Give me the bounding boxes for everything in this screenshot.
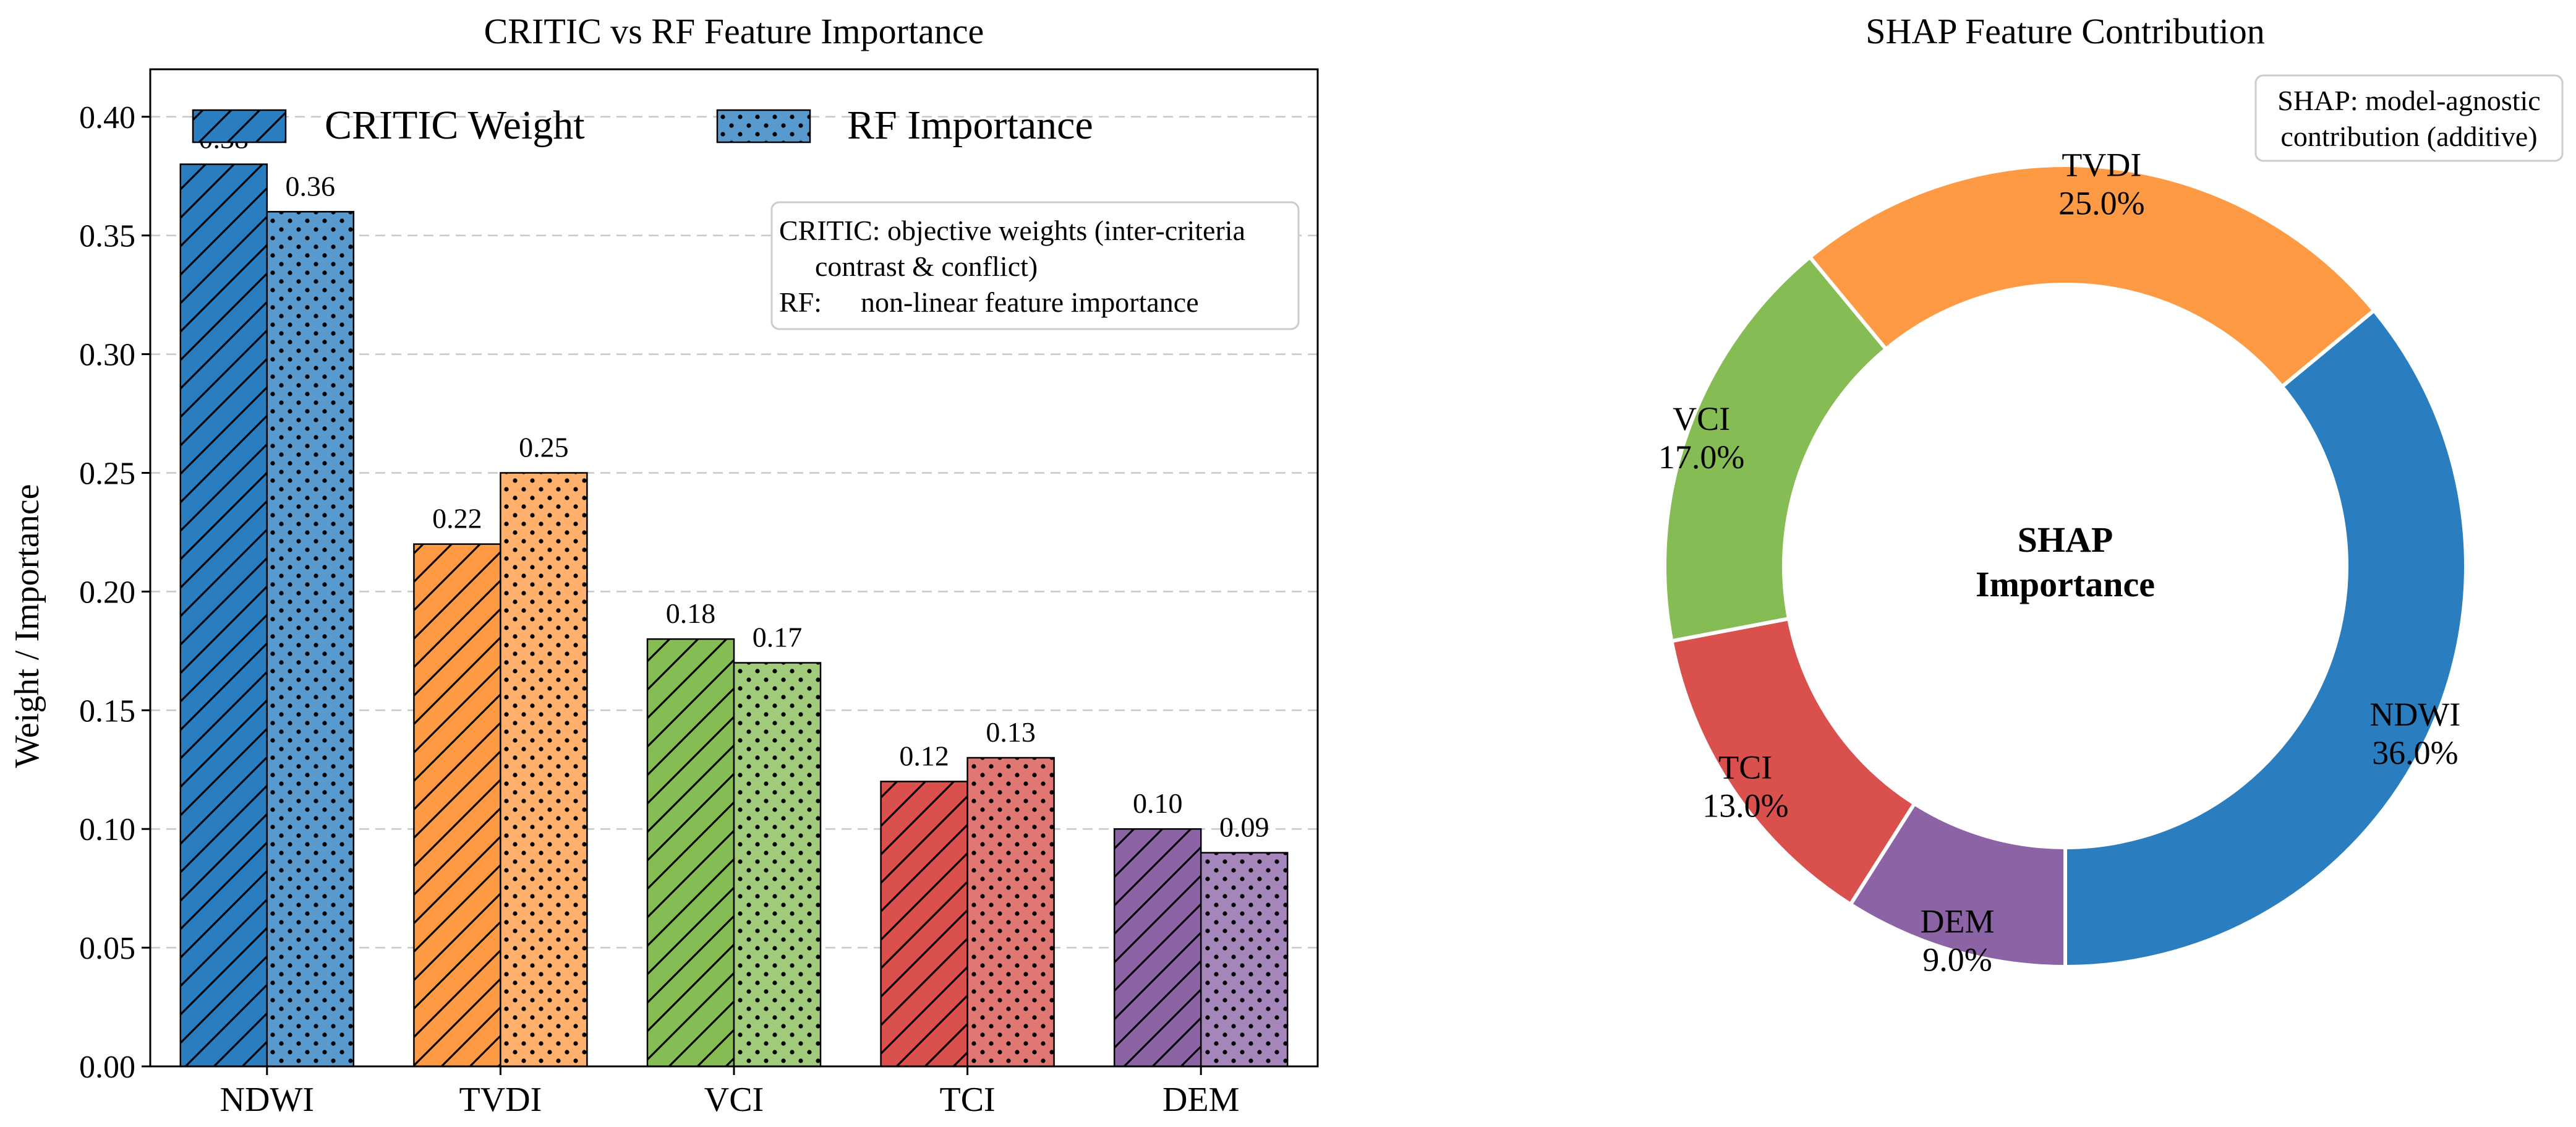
legend-label-rf: RF Importance <box>847 103 1093 148</box>
shap-note-line-1: SHAP: model-agnostic <box>2277 85 2540 116</box>
bar-pattern <box>966 756 1055 1068</box>
note-line-1: CRITIC: objective weights (inter-criteri… <box>779 215 1245 246</box>
legend-label-critic: CRITIC Weight <box>325 103 585 148</box>
bar-chart-title: CRITIC vs RF Feature Importance <box>484 11 984 51</box>
bar-value-label: 0.13 <box>986 716 1036 748</box>
bar-value-label: 0.17 <box>753 622 803 653</box>
bar-pattern <box>733 662 822 1068</box>
donut-center-label-2: Importance <box>1976 564 2155 604</box>
bar-pattern <box>1113 828 1202 1068</box>
donut-slice-dem <box>1848 801 2067 969</box>
note-line-3-text: non-linear feature importance <box>861 286 1199 318</box>
donut-slice-ndwi <box>2063 307 2468 969</box>
donut-slice-vci <box>1663 254 1889 643</box>
bar-pattern <box>500 472 588 1068</box>
bar-chart-panel: CRITIC vs RF Feature Importance Weight /… <box>8 11 1319 1119</box>
bar-value-label: 0.36 <box>286 170 336 202</box>
legend-swatch-rf-pattern <box>717 110 810 142</box>
donut-slice-label: DEM <box>1921 902 1995 940</box>
bar-value-label: 0.22 <box>432 503 482 534</box>
y-tick-label: 0.25 <box>79 456 135 491</box>
y-axis-ticks: 0.00 0.05 0.10 0.15 0.20 0.25 0.30 0.35 0.40 <box>79 100 150 1085</box>
bar-pattern <box>880 781 968 1068</box>
bars: 0.380.360.220.250.180.170.120.130.100.09 <box>179 123 1289 1068</box>
donut-chart-title: SHAP Feature Contribution <box>1866 11 2265 51</box>
bar-pattern <box>413 543 501 1068</box>
x-axis-ticks: NDWI TVDI VCI TCI DEM <box>220 1066 1239 1119</box>
shap-note-line-2: contribution (additive) <box>2280 121 2537 152</box>
donut-slices <box>1663 163 2468 969</box>
bar-pattern <box>266 211 355 1068</box>
donut-slice-percent: 9.0% <box>1922 941 1992 978</box>
y-tick-label: 0.15 <box>79 693 135 729</box>
donut-slice-label: TCI <box>1718 748 1772 786</box>
bar-pattern <box>179 163 268 1068</box>
critic-rf-note: CRITIC: objective weights (inter-criteri… <box>770 201 1300 330</box>
y-tick-label: 0.10 <box>79 812 135 847</box>
donut-slice-percent: 25.0% <box>2058 184 2144 221</box>
bar-value-label: 0.12 <box>899 740 949 771</box>
x-tick-label: DEM <box>1162 1081 1239 1119</box>
donut-slice-percent: 36.0% <box>2372 734 2458 771</box>
x-tick-label: TVDI <box>459 1081 542 1119</box>
legend: CRITIC Weight RF Importance <box>192 103 1093 148</box>
y-axis-label: Weight / Importance <box>8 484 46 768</box>
donut-slice-tvdi <box>1807 163 2377 390</box>
donut-slice-label: NDWI <box>2369 696 2460 733</box>
note-line-3-key: RF: <box>779 286 822 318</box>
x-tick-label: NDWI <box>220 1081 314 1119</box>
x-tick-label: TCI <box>939 1081 995 1119</box>
legend-swatch-critic-pattern <box>193 110 286 142</box>
bar-value-label: 0.09 <box>1219 812 1269 843</box>
note-line-2: contrast & conflict) <box>815 251 1038 282</box>
bar-pattern <box>1200 852 1289 1068</box>
y-tick-label: 0.00 <box>79 1050 135 1085</box>
bar-value-label: 0.18 <box>666 598 716 629</box>
y-tick-label: 0.30 <box>79 338 135 373</box>
x-tick-label: VCI <box>704 1081 764 1119</box>
shap-note: SHAP: model-agnostic contribution (addit… <box>2254 74 2564 162</box>
donut-slice-percent: 17.0% <box>1658 439 1744 476</box>
plot-frame <box>149 68 1319 1068</box>
donut-slice-label: TVDI <box>2062 146 2141 183</box>
bar-pattern <box>646 638 735 1068</box>
bar-value-label: 0.10 <box>1133 787 1183 819</box>
bar-value-label: 0.25 <box>519 431 569 463</box>
donut-slice-percent: 13.0% <box>1702 787 1788 824</box>
donut-center-label-1: SHAP <box>2018 520 2113 560</box>
y-tick-label: 0.40 <box>79 100 135 135</box>
y-tick-label: 0.35 <box>79 219 135 254</box>
y-tick-label: 0.05 <box>79 931 135 966</box>
donut-slice-label: VCI <box>1673 400 1730 437</box>
y-tick-label: 0.20 <box>79 575 135 610</box>
